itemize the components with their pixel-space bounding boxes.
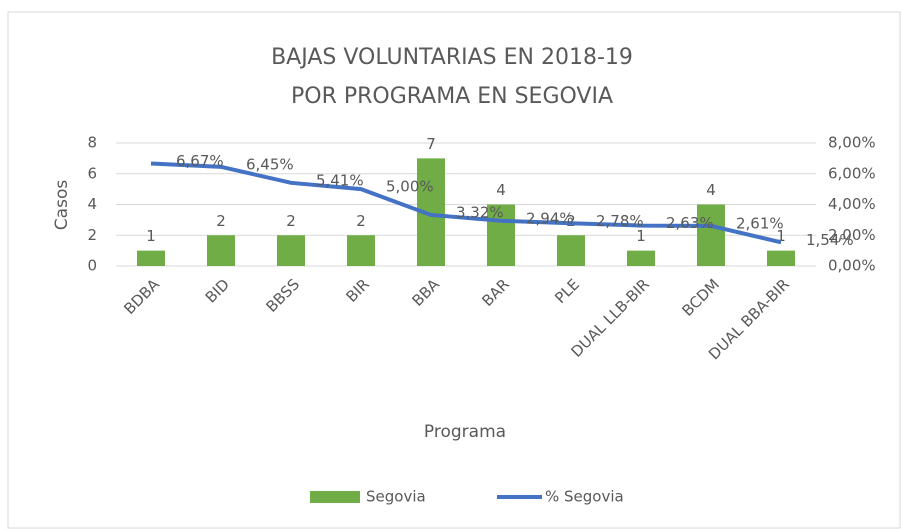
bar xyxy=(627,250,655,266)
bar xyxy=(277,235,305,266)
legend-swatch xyxy=(310,491,360,503)
line-label: 3,32% xyxy=(456,203,504,221)
y-axis-title: Casos xyxy=(52,180,72,231)
y-tick-label: 8 xyxy=(87,134,97,152)
line-label: 5,41% xyxy=(316,171,364,189)
bar xyxy=(487,204,515,266)
bar-label: 2 xyxy=(216,212,226,230)
bar xyxy=(697,204,725,266)
bar xyxy=(557,235,585,266)
line-label: 6,67% xyxy=(176,152,224,170)
bar-label: 2 xyxy=(566,212,576,230)
line-label: 2,94% xyxy=(526,209,574,227)
bar-label: 4 xyxy=(496,181,506,199)
bar-label: 1 xyxy=(776,227,786,245)
bar xyxy=(347,235,375,266)
line xyxy=(150,161,782,245)
y2-tick-label: 4,00% xyxy=(828,195,876,213)
bar-label: 2 xyxy=(356,212,366,230)
y-tick-label: 0 xyxy=(87,257,97,275)
bar-label: 1 xyxy=(146,227,156,245)
y2-tick-label: 0,00% xyxy=(828,257,876,275)
chart-frame xyxy=(7,11,901,529)
y-tick-label: 2 xyxy=(87,226,97,244)
x-axis-title: Programa xyxy=(424,422,506,442)
line-label: 2,78% xyxy=(596,212,644,230)
bar xyxy=(207,235,235,266)
line-label: 5,00% xyxy=(386,178,434,196)
line-label: 2,61% xyxy=(736,214,784,232)
bar-label: 4 xyxy=(706,181,716,199)
y-tick-label: 4 xyxy=(87,195,97,213)
chart-title: BAJAS VOLUNTARIAS EN 2018-19 xyxy=(271,45,633,70)
bar xyxy=(767,250,795,266)
legend-label: % Segovia xyxy=(545,488,624,506)
line-label: 1,54% xyxy=(806,231,854,249)
line-label: 6,45% xyxy=(246,155,294,173)
y2-tick-label: 2,00% xyxy=(828,226,876,244)
bar-label: 7 xyxy=(426,135,436,153)
y-tick-label: 6 xyxy=(87,164,97,182)
chart-title: POR PROGRAMA EN SEGOVIA xyxy=(291,84,613,109)
line-label: 2,63% xyxy=(666,214,714,232)
legend-label: Segovia xyxy=(366,488,426,506)
bar-label: 2 xyxy=(286,212,296,230)
bar xyxy=(137,250,165,266)
bar-label: 1 xyxy=(636,227,646,245)
y2-tick-label: 6,00% xyxy=(828,164,876,182)
y2-tick-label: 8,00% xyxy=(828,134,876,152)
